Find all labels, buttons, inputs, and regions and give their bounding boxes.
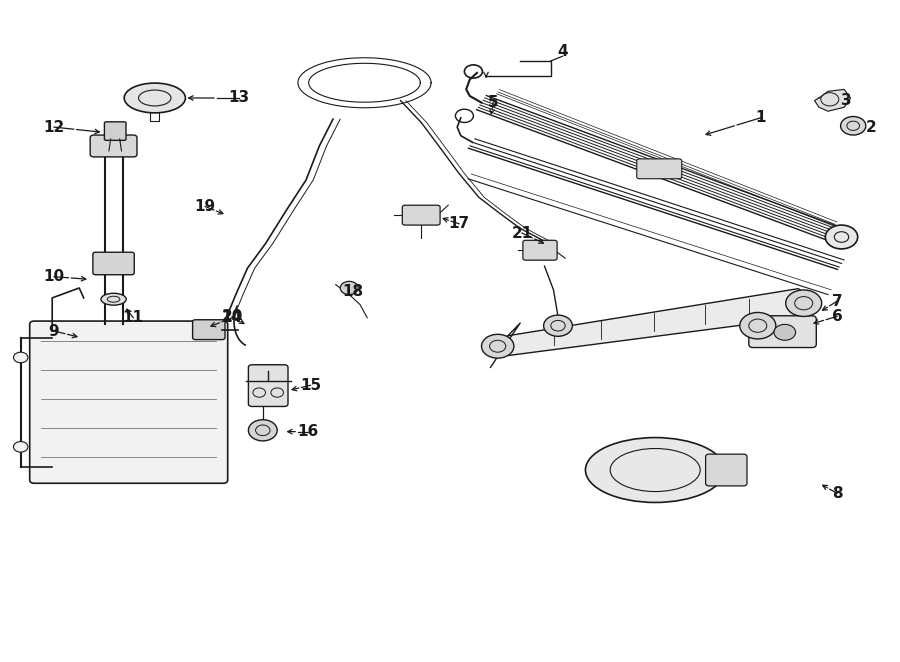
Text: 14: 14 (221, 310, 243, 325)
Polygon shape (491, 289, 807, 355)
Text: 1: 1 (755, 111, 766, 125)
Text: 6: 6 (832, 309, 842, 324)
Text: 10: 10 (43, 269, 65, 284)
Text: 5: 5 (488, 95, 499, 110)
Text: 11: 11 (122, 310, 144, 325)
Circle shape (340, 281, 358, 295)
FancyBboxPatch shape (248, 365, 288, 406)
Ellipse shape (101, 293, 126, 305)
Text: 9: 9 (49, 324, 59, 338)
FancyBboxPatch shape (193, 320, 225, 340)
Circle shape (740, 312, 776, 339)
Text: 8: 8 (832, 486, 842, 500)
Circle shape (841, 117, 866, 135)
Text: 13: 13 (228, 91, 249, 105)
Text: 3: 3 (841, 93, 851, 108)
Polygon shape (814, 89, 850, 111)
Circle shape (786, 290, 822, 316)
Text: 16: 16 (297, 424, 319, 439)
Ellipse shape (585, 438, 724, 502)
Text: 17: 17 (448, 216, 470, 231)
FancyBboxPatch shape (706, 454, 747, 486)
Circle shape (825, 225, 858, 249)
Text: 4: 4 (557, 44, 568, 59)
Text: 19: 19 (194, 199, 216, 214)
Text: 15: 15 (300, 378, 321, 393)
Text: 12: 12 (43, 120, 65, 134)
Circle shape (14, 442, 28, 452)
FancyBboxPatch shape (30, 321, 228, 483)
FancyBboxPatch shape (523, 240, 557, 260)
Text: 7: 7 (832, 294, 842, 308)
FancyBboxPatch shape (90, 135, 137, 157)
Circle shape (482, 334, 514, 358)
FancyBboxPatch shape (93, 252, 134, 275)
Circle shape (248, 420, 277, 441)
Ellipse shape (124, 83, 185, 113)
Circle shape (14, 352, 28, 363)
Text: 2: 2 (866, 120, 877, 134)
Text: 18: 18 (342, 284, 364, 299)
FancyBboxPatch shape (637, 159, 682, 179)
Text: 20: 20 (221, 309, 243, 324)
Text: 21: 21 (511, 226, 533, 240)
Circle shape (774, 324, 796, 340)
FancyBboxPatch shape (104, 122, 126, 140)
Circle shape (544, 315, 572, 336)
FancyBboxPatch shape (402, 205, 440, 225)
FancyBboxPatch shape (749, 316, 816, 348)
